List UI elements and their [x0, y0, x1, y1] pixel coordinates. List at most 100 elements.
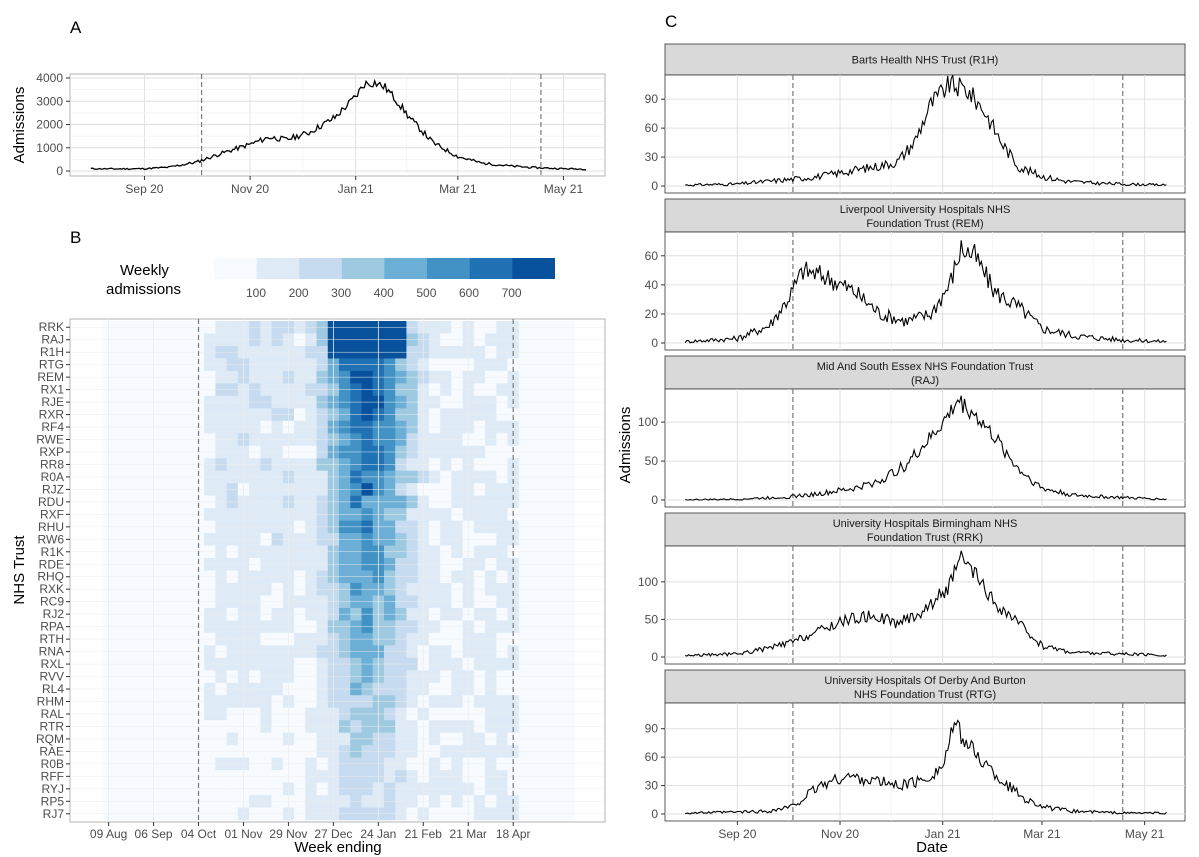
facet-y-tick-label: 30	[645, 150, 659, 164]
legend-swatch	[341, 258, 385, 279]
panel-c-facets: Barts Health NHS Trust (R1H) 0 30 60 90 Liver…	[638, 43, 1186, 822]
heatmap-legend: Weekly admissions 100 200 300 400 500 600 700	[106, 258, 555, 300]
panel-b-row-label: RXL	[41, 657, 65, 671]
facet-y-tick-label: 50	[645, 454, 659, 468]
facet-y-tick-label: 90	[645, 92, 659, 106]
legend-title-line2: admissions	[106, 281, 181, 298]
legend-label: 300	[331, 286, 351, 300]
panel-b-x-tick-label: 04 Oct	[181, 827, 217, 841]
panel-b-row-label: RWE	[36, 433, 64, 447]
panel-b-row-label: RP5	[41, 794, 65, 808]
panel-b-row-label: RRK	[39, 320, 64, 334]
heatmap-cells	[70, 319, 605, 822]
facet-admissions-line	[685, 550, 1167, 658]
facet-frame	[664, 545, 1186, 665]
panel-b-x-tick-label: 18 Apr	[496, 827, 531, 841]
legend-label: 100	[246, 286, 266, 300]
panel-b-frame	[69, 318, 606, 823]
panel-b-row-label: RYJ	[42, 782, 64, 796]
facet-y-tick-label: 0	[651, 179, 658, 193]
facet-y-tick-label: 90	[645, 722, 659, 736]
panel-b-row-label: RAL	[41, 707, 65, 721]
facet-y-tick-label: 0	[651, 493, 658, 507]
panel-a-admissions-line	[90, 78, 586, 171]
panel-b-row-label: RR8	[40, 457, 64, 471]
legend-label: 600	[459, 286, 479, 300]
panel-b-row-label: RX1	[41, 383, 65, 397]
legend-swatch	[427, 258, 470, 279]
facet-strip-title-line2: NHS Foundation Trust (RTG)	[854, 689, 996, 701]
facet-admissions-line	[684, 719, 1167, 815]
panel-b-row-label: RJ7	[43, 807, 65, 821]
panel-c-x-tick-label: Mar 21	[1023, 827, 1061, 841]
facet-admissions-line	[685, 75, 1167, 187]
panel-a-y-axis-title: Admissions	[11, 87, 28, 164]
panel-a-y-tick-label: 3000	[36, 94, 63, 108]
panel-b-row-label: R0A	[41, 470, 64, 484]
panel-b-row-label: RTG	[39, 358, 64, 372]
facet-strip-title-line1: University Hospitals Of Derby And Burton	[824, 675, 1025, 687]
facet-strip-title-line1: Mid And South Essex NHS Foundation Trust	[817, 361, 1033, 373]
panel-b-x-ticks: 09 Aug 06 Sep 04 Oct 01 Nov 29 Nov 27 Dec 24 J…	[90, 822, 531, 841]
legend-swatch	[214, 258, 257, 279]
panel-b-x-tick-label: 29 Nov	[269, 827, 307, 841]
panel-a-x-ticks: Sep 20 Nov 20 Jan 21 Mar 21 May 21	[125, 176, 583, 196]
facet-strip-title-line1: Liverpool University Hospitals NHS	[840, 204, 1011, 216]
panel-b-row-label: RJZ	[42, 482, 64, 496]
panel-b-row-labels: RRKRAJR1HRTGREMRX1RJERXRRF4RWERXPRR8R0AR…	[36, 320, 70, 821]
panel-a-x-tick-label: May 21	[544, 182, 584, 196]
panel-b-x-tick-label: 21 Feb	[405, 827, 443, 841]
panel-c-x-axis-title: Date	[916, 839, 948, 856]
legend-swatch	[256, 258, 300, 279]
panel-b-row-label: RPA	[40, 620, 64, 634]
panel-b-x-tick-label: 01 Nov	[224, 827, 262, 841]
panel-b-row-label: R1K	[41, 545, 64, 559]
facet-y-tick-label: 20	[645, 307, 659, 321]
facet-strip-title-line2: (RAJ)	[911, 375, 939, 387]
panel-a-y-tick-label: 2000	[36, 118, 63, 132]
panel-b-row-label: RAE	[39, 744, 64, 758]
panel-a-y-tick-label: 1000	[36, 141, 63, 155]
panel-b-y-axis-title: NHS Trust	[11, 535, 28, 605]
facet-panel: Barts Health NHS Trust (R1H) 0 30 60 90	[645, 43, 1186, 194]
facet-frame	[664, 231, 1186, 351]
panel-b-row-label: RL4	[42, 682, 64, 696]
panel-b-row-label: RXF	[40, 507, 64, 521]
panel-a-x-tick-label: Mar 21	[439, 182, 477, 196]
legend-labels: 100 200 300 400 500 600 700	[246, 286, 522, 300]
panel-b-x-tick-label: 24 Jan	[360, 827, 396, 841]
facet-strip	[664, 198, 1186, 233]
panel-a-y-tick-label: 4000	[36, 71, 63, 85]
facet-y-tick-label: 60	[645, 249, 659, 263]
legend-label: 400	[374, 286, 394, 300]
legend-label: 700	[502, 286, 522, 300]
facet-admissions-line	[684, 240, 1167, 344]
facet-y-tick-label: 60	[645, 750, 659, 764]
legend-label: 500	[416, 286, 436, 300]
facet-strip	[664, 669, 1186, 704]
facet-strip-title-line1: Barts Health NHS Trust (R1H)	[852, 55, 999, 67]
panel-b-row-label: RHQ	[37, 570, 64, 584]
facet-y-tick-label: 100	[638, 575, 658, 589]
panel-c-x-tick-label: Nov 20	[821, 827, 859, 841]
facet-strip-title-line1: University Hospitals Birmingham NHS	[833, 518, 1018, 530]
legend-swatch	[512, 258, 555, 279]
panel-c-x-tick-label: May 21	[1125, 827, 1165, 841]
facet-strip	[664, 355, 1186, 390]
facet-frame	[664, 74, 1186, 194]
panel-b-row-label: RJE	[41, 395, 64, 409]
panel-b-row-label: RTH	[40, 632, 64, 646]
facet-y-tick-label: 30	[645, 779, 659, 793]
panel-c-x-tick-label: Sep 20	[718, 827, 756, 841]
panel-b-row-label: RDE	[39, 557, 64, 571]
panel-b-heatmap: Weekly admissions 100 200 300 400 500 600 700 …	[11, 258, 606, 856]
panel-a-x-tick-label: Nov 20	[231, 182, 269, 196]
panel-a-y-ticks: 0 1000 2000 3000 4000	[36, 71, 70, 178]
facet-y-tick-label: 0	[651, 807, 658, 821]
panel-a-grid	[69, 73, 606, 177]
facet-y-tick-label: 50	[645, 612, 659, 626]
panel-b-row-label: RXR	[39, 408, 65, 422]
panel-c-y-axis-title: Admissions	[617, 407, 634, 484]
facet-y-tick-label: 0	[651, 650, 658, 664]
panel-b-x-tick-label: 21 Mar	[450, 827, 487, 841]
